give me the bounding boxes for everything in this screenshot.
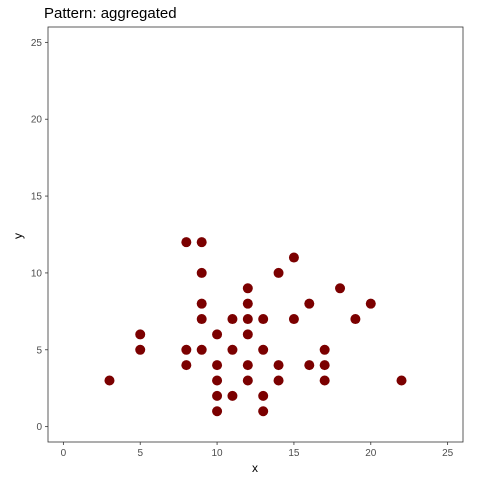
data-point (319, 344, 330, 355)
data-point (212, 375, 223, 386)
data-point (335, 283, 346, 294)
data-point (288, 314, 299, 325)
data-point (258, 406, 269, 417)
x-tick-label: 20 (365, 448, 377, 459)
data-point (273, 360, 284, 371)
data-point (273, 267, 284, 278)
data-point (196, 237, 207, 248)
data-point (227, 344, 238, 355)
data-point (288, 252, 299, 263)
data-point (258, 314, 269, 325)
data-point (227, 314, 238, 325)
data-point (212, 329, 223, 340)
y-tick-label: 5 (36, 345, 42, 356)
data-point (242, 360, 253, 371)
y-tick-label: 15 (31, 192, 43, 203)
data-point (242, 298, 253, 309)
data-point (196, 344, 207, 355)
data-point (135, 329, 146, 340)
data-point (196, 314, 207, 325)
data-point (304, 298, 315, 309)
data-point (212, 360, 223, 371)
y-axis-title: y (11, 233, 25, 239)
data-point (273, 375, 284, 386)
x-axis-title: x (252, 461, 258, 475)
data-point (242, 314, 253, 325)
data-point (212, 390, 223, 401)
data-point (304, 360, 315, 371)
data-point (242, 375, 253, 386)
data-point (258, 344, 269, 355)
data-point (365, 298, 376, 309)
data-point (258, 390, 269, 401)
y-tick-label: 0 (36, 422, 42, 433)
data-point (350, 314, 361, 325)
data-point (181, 360, 192, 371)
data-point (181, 237, 192, 248)
data-point (104, 375, 115, 386)
x-tick-label: 25 (442, 448, 454, 459)
x-tick-label: 15 (288, 448, 300, 459)
y-tick-label: 10 (31, 268, 43, 279)
y-tick-label: 25 (31, 38, 43, 49)
data-point (319, 360, 330, 371)
data-point (196, 298, 207, 309)
data-point (227, 390, 238, 401)
y-axis: 0 5 10 15 20 25 (31, 38, 48, 433)
data-point (396, 375, 407, 386)
data-point (196, 267, 207, 278)
data-point (319, 375, 330, 386)
data-points (104, 237, 407, 417)
x-tick-label: 0 (61, 448, 67, 459)
x-tick-label: 10 (212, 448, 224, 459)
y-tick-label: 20 (31, 115, 43, 126)
data-point (212, 406, 223, 417)
data-point (242, 283, 253, 294)
x-tick-label: 5 (137, 448, 143, 459)
data-point (242, 329, 253, 340)
data-point (135, 344, 146, 355)
chart-title: Pattern: aggregated (44, 5, 177, 22)
x-axis: 0 5 10 15 20 25 (61, 442, 454, 459)
data-point (181, 344, 192, 355)
plot-panel (47, 26, 464, 443)
